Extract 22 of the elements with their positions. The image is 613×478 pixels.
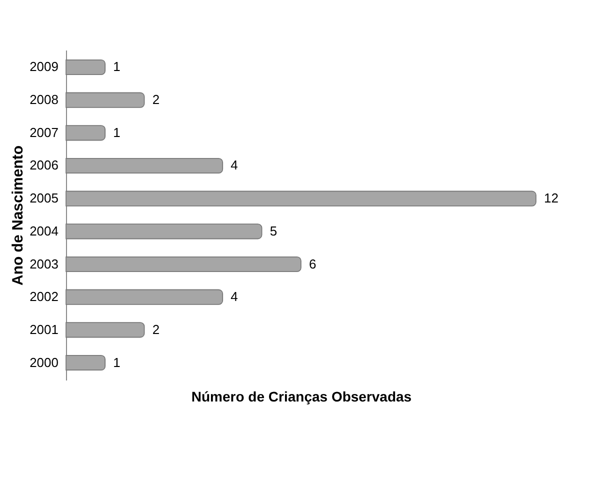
data-label: 1 — [113, 59, 120, 74]
data-label: 2 — [152, 92, 160, 108]
data-label: 2 — [152, 322, 160, 337]
data-label: 1 — [113, 354, 120, 370]
y-tick-label: 2009 — [30, 59, 58, 74]
x-axis-title: Número de Crianças Observadas — [191, 388, 412, 404]
data-label: 1 — [113, 124, 120, 140]
y-tick-label: 2000 — [30, 354, 58, 370]
data-label: 4 — [230, 158, 238, 173]
y-tick-label: 2004 — [30, 223, 58, 238]
y-tick-label: 2007 — [30, 124, 58, 140]
y-tick-label: 2002 — [30, 289, 58, 304]
y-tick-label: 2003 — [30, 256, 58, 272]
y-tick-label: 2008 — [30, 92, 58, 108]
y-tick-label: 2005 — [30, 190, 58, 206]
data-label: 4 — [230, 289, 238, 304]
y-axis-title: Ano de Nascimento — [10, 145, 27, 286]
y-tick-label: 2006 — [30, 158, 58, 173]
data-label: 5 — [270, 223, 278, 238]
data-label: 6 — [309, 256, 316, 272]
data-label: 12 — [544, 190, 558, 206]
y-tick-label: 2001 — [30, 322, 58, 337]
